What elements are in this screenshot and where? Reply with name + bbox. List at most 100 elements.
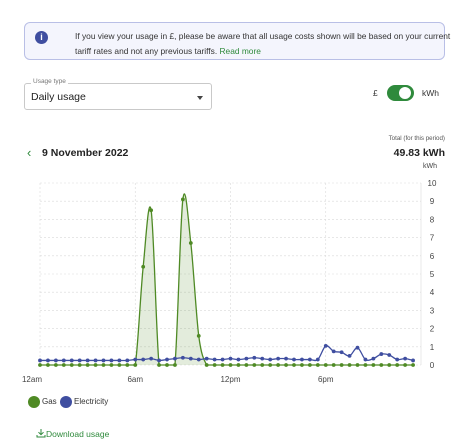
electricity-point: [38, 358, 42, 363]
gas-point: [387, 363, 392, 367]
gas-swatch: [28, 396, 40, 408]
tariff-notice-text: If you view your usage in £, please be a…: [75, 29, 460, 59]
electricity-point: [220, 357, 225, 362]
electricity-point: [61, 358, 66, 363]
gas-point: [188, 241, 193, 245]
gas-point: [260, 363, 265, 367]
tariff-notice: i If you view your usage in £, please be…: [24, 22, 450, 60]
gas-point: [220, 363, 225, 367]
electricity-point: [133, 357, 138, 362]
gas-point: [244, 363, 249, 367]
legend-electricity-label: Electricity: [74, 397, 109, 406]
electricity-point: [284, 356, 288, 361]
electricity-point: [395, 357, 400, 362]
x-tick-label: 6am: [127, 375, 143, 384]
electricity-point: [363, 357, 368, 362]
read-more-link[interactable]: Read more: [219, 46, 261, 56]
electricity-point: [46, 358, 50, 363]
electricity-point: [379, 352, 384, 356]
electricity-point: [252, 355, 257, 360]
gas-point: [212, 363, 217, 367]
unit-pound-label: £: [373, 88, 378, 98]
electricity-point: [101, 358, 106, 363]
gas-point: [371, 363, 376, 367]
electricity-point: [125, 358, 130, 363]
y-tick-label: 1: [430, 343, 435, 352]
gas-point: [117, 363, 122, 367]
gas-point: [149, 208, 154, 213]
y-axis-label: kWh: [423, 163, 437, 170]
gas-point: [204, 363, 209, 367]
electricity-point: [244, 356, 249, 361]
electricity-point: [347, 354, 352, 358]
gas-point: [61, 363, 66, 367]
electricity-point: [300, 357, 304, 362]
gas-point: [268, 363, 273, 367]
usage-type-value: Daily usage: [31, 91, 86, 103]
electricity-point: [276, 356, 281, 361]
gas-point: [307, 363, 312, 367]
gas-point: [315, 363, 320, 367]
y-tick-label: 0: [430, 361, 435, 370]
y-tick-label: 3: [430, 306, 435, 315]
gas-point: [125, 363, 130, 367]
gas-point: [53, 363, 58, 367]
usage-type-label: Usage type: [31, 78, 68, 85]
y-tick-label: 6: [430, 252, 435, 261]
electricity-point: [355, 345, 360, 350]
x-tick-label: 12am: [22, 375, 42, 384]
electricity-point: [53, 358, 58, 363]
total-value: 49.83 kWh: [393, 147, 445, 159]
x-axis: 12am 6am 12pm 6pm: [22, 375, 334, 384]
gas-point: [165, 363, 169, 367]
download-icon: [36, 429, 46, 438]
electricity-point: [109, 358, 114, 363]
electricity-swatch: [60, 396, 72, 408]
electricity-point: [204, 356, 209, 361]
previous-day-icon[interactable]: ‹: [27, 145, 32, 160]
electricity-point: [228, 356, 233, 361]
gas-point: [173, 363, 177, 367]
gas-point: [276, 363, 281, 367]
gas-point: [77, 363, 82, 367]
electricity-point: [268, 357, 273, 362]
electricity-point: [236, 357, 241, 362]
usage-type-select[interactable]: Usage type Daily usage: [24, 78, 212, 110]
gas-point: [236, 363, 241, 367]
electricity-point: [196, 357, 201, 362]
gas-point: [403, 363, 408, 367]
gas-point: [323, 363, 328, 367]
gas-point: [101, 363, 106, 367]
gas-point: [347, 363, 352, 367]
total-label: Total (for this period): [388, 135, 445, 142]
electricity-point: [117, 358, 122, 363]
gas-point: [46, 363, 50, 367]
gas-point: [38, 363, 42, 367]
y-tick-label: 7: [430, 234, 435, 243]
unit-switch[interactable]: [387, 85, 414, 101]
electricity-point: [77, 358, 82, 363]
gas-point: [228, 363, 233, 367]
gas-point: [339, 363, 344, 367]
y-tick-label: 9: [430, 197, 435, 206]
y-tick-label: 5: [430, 270, 435, 279]
electricity-point: [307, 357, 312, 362]
gas-point: [411, 363, 415, 367]
x-tick-label: 6pm: [318, 375, 334, 384]
info-icon: i: [35, 31, 48, 44]
y-tick-label: 10: [428, 179, 437, 188]
y-axis: 0 1 2 3 4 5 6 7 8 9 10 kWh: [423, 163, 437, 370]
legend-gas-label: Gas: [42, 397, 57, 406]
gas-point: [379, 363, 384, 367]
electricity-point: [149, 356, 154, 361]
gas-point: [133, 363, 138, 367]
electricity-point: [85, 358, 90, 363]
electricity-point: [403, 356, 408, 361]
electricity-point: [212, 357, 217, 362]
electricity-point: [371, 356, 376, 361]
download-usage-label: Download usage: [46, 429, 110, 439]
electricity-point: [157, 358, 161, 363]
gas-point: [284, 363, 288, 367]
gas-point: [109, 363, 114, 367]
electricity-point: [93, 358, 98, 363]
